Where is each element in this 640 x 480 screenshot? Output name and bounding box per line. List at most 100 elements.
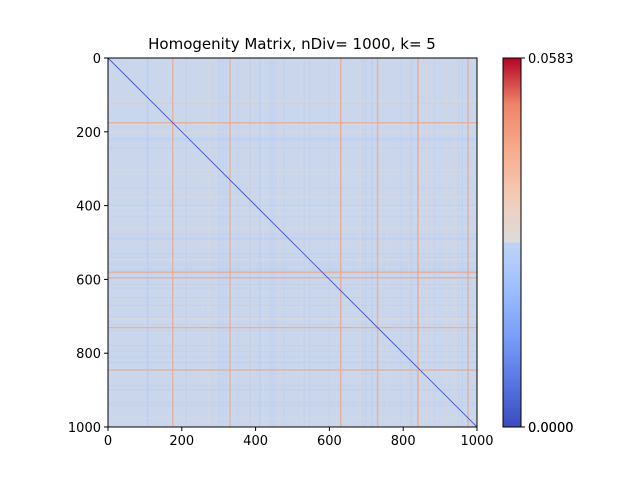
- texture-row: [108, 188, 477, 190]
- texture-col: [251, 58, 253, 427]
- y-tick-label: 600: [76, 273, 101, 288]
- texture-row: [108, 286, 477, 288]
- heatmap-plot-area: [108, 58, 477, 427]
- texture-row: [108, 262, 477, 264]
- texture-row: [108, 318, 477, 320]
- plot-frame: [107, 57, 478, 428]
- texture-col: [217, 58, 219, 427]
- heatmap-diagonal: [108, 58, 477, 427]
- texture-row: [108, 304, 477, 306]
- texture-row: [108, 418, 477, 420]
- texture-row: [108, 324, 477, 326]
- texture-row: [108, 172, 477, 174]
- texture-row: [108, 297, 477, 299]
- texture-row: [108, 345, 477, 347]
- texture-col: [274, 58, 276, 427]
- x-axis: 0 200 400 600 800 1000: [104, 427, 494, 449]
- texture-row: [108, 216, 477, 218]
- texture-row: [108, 258, 477, 260]
- texture-row: [108, 207, 477, 209]
- texture-row: [108, 270, 477, 272]
- texture-row: [108, 123, 477, 125]
- highlight-row-band: [108, 326, 477, 329]
- heatmap-highlight-bands: [108, 58, 477, 427]
- texture-col: [184, 58, 186, 427]
- texture-row: [108, 179, 477, 181]
- texture-col: [416, 58, 418, 427]
- highlight-col-band: [417, 58, 419, 427]
- texture-row: [108, 188, 477, 190]
- texture-row: [108, 404, 477, 406]
- x-tick-label: 1000: [460, 434, 493, 449]
- y-tick-label: 200: [76, 126, 101, 141]
- texture-col: [308, 58, 310, 427]
- texture-row: [108, 350, 477, 352]
- texture-col: [454, 58, 456, 427]
- texture-row: [108, 238, 477, 240]
- texture-col: [400, 58, 402, 427]
- texture-col: [410, 58, 412, 427]
- texture-col: [303, 58, 305, 427]
- texture-col: [386, 58, 388, 427]
- texture-row: [108, 147, 477, 149]
- texture-row: [108, 267, 477, 269]
- texture-col: [263, 58, 265, 427]
- texture-row: [108, 356, 477, 358]
- texture-row: [108, 362, 477, 364]
- texture-row: [108, 196, 477, 198]
- texture-col: [227, 58, 229, 427]
- texture-col: [341, 58, 343, 427]
- texture-row: [108, 99, 477, 101]
- highlight-col-band: [467, 58, 469, 427]
- texture-row: [108, 253, 477, 255]
- colorbar: [502, 57, 522, 428]
- highlight-row-band: [108, 277, 477, 279]
- texture-row: [108, 399, 477, 401]
- highlight-row-band: [108, 122, 477, 124]
- texture-col: [185, 58, 187, 427]
- y-tick-label: 400: [76, 200, 101, 215]
- x-tick-label: 0: [104, 434, 112, 449]
- colorbar-tick-label: 0.0000: [528, 421, 574, 436]
- texture-col: [269, 58, 271, 427]
- highlight-col-band: [376, 58, 379, 427]
- x-tick-label: 600: [317, 434, 342, 449]
- highlight-row-band: [108, 369, 477, 371]
- texture-row: [108, 384, 477, 386]
- texture-row: [108, 237, 477, 239]
- texture-row: [108, 325, 477, 327]
- texture-row: [108, 102, 477, 104]
- texture-col: [259, 58, 261, 427]
- texture-row: [108, 325, 477, 327]
- texture-row: [108, 204, 477, 206]
- highlight-col-band: [339, 58, 342, 427]
- x-tick-label: 400: [243, 434, 268, 449]
- colorbar-tick-label: 0.0000: [528, 421, 574, 436]
- texture-row: [108, 330, 477, 332]
- texture-row: [108, 227, 477, 229]
- texture-row: [108, 228, 477, 230]
- y-tick-label: 800: [76, 347, 101, 362]
- texture-row: [108, 101, 477, 103]
- texture-col: [380, 58, 382, 427]
- texture-row: [108, 264, 477, 266]
- texture-row: [108, 416, 477, 418]
- y-tick-label: 1000: [68, 421, 101, 436]
- x-tick-label: 800: [391, 434, 416, 449]
- x-tick-label: 200: [169, 434, 194, 449]
- texture-row: [108, 284, 477, 286]
- texture-row: [108, 376, 477, 378]
- texture-col: [249, 58, 251, 427]
- texture-row: [108, 316, 477, 318]
- texture-row: [108, 196, 477, 198]
- texture-row: [108, 237, 477, 239]
- chart-title: Homogenity Matrix, nDiv= 1000, k= 5: [148, 35, 436, 53]
- texture-row: [108, 137, 477, 139]
- texture-row: [108, 287, 477, 289]
- texture-col: [371, 58, 373, 427]
- texture-row: [108, 233, 477, 235]
- highlight-col-band: [229, 58, 231, 427]
- texture-row: [108, 389, 477, 391]
- texture-row: [108, 212, 477, 214]
